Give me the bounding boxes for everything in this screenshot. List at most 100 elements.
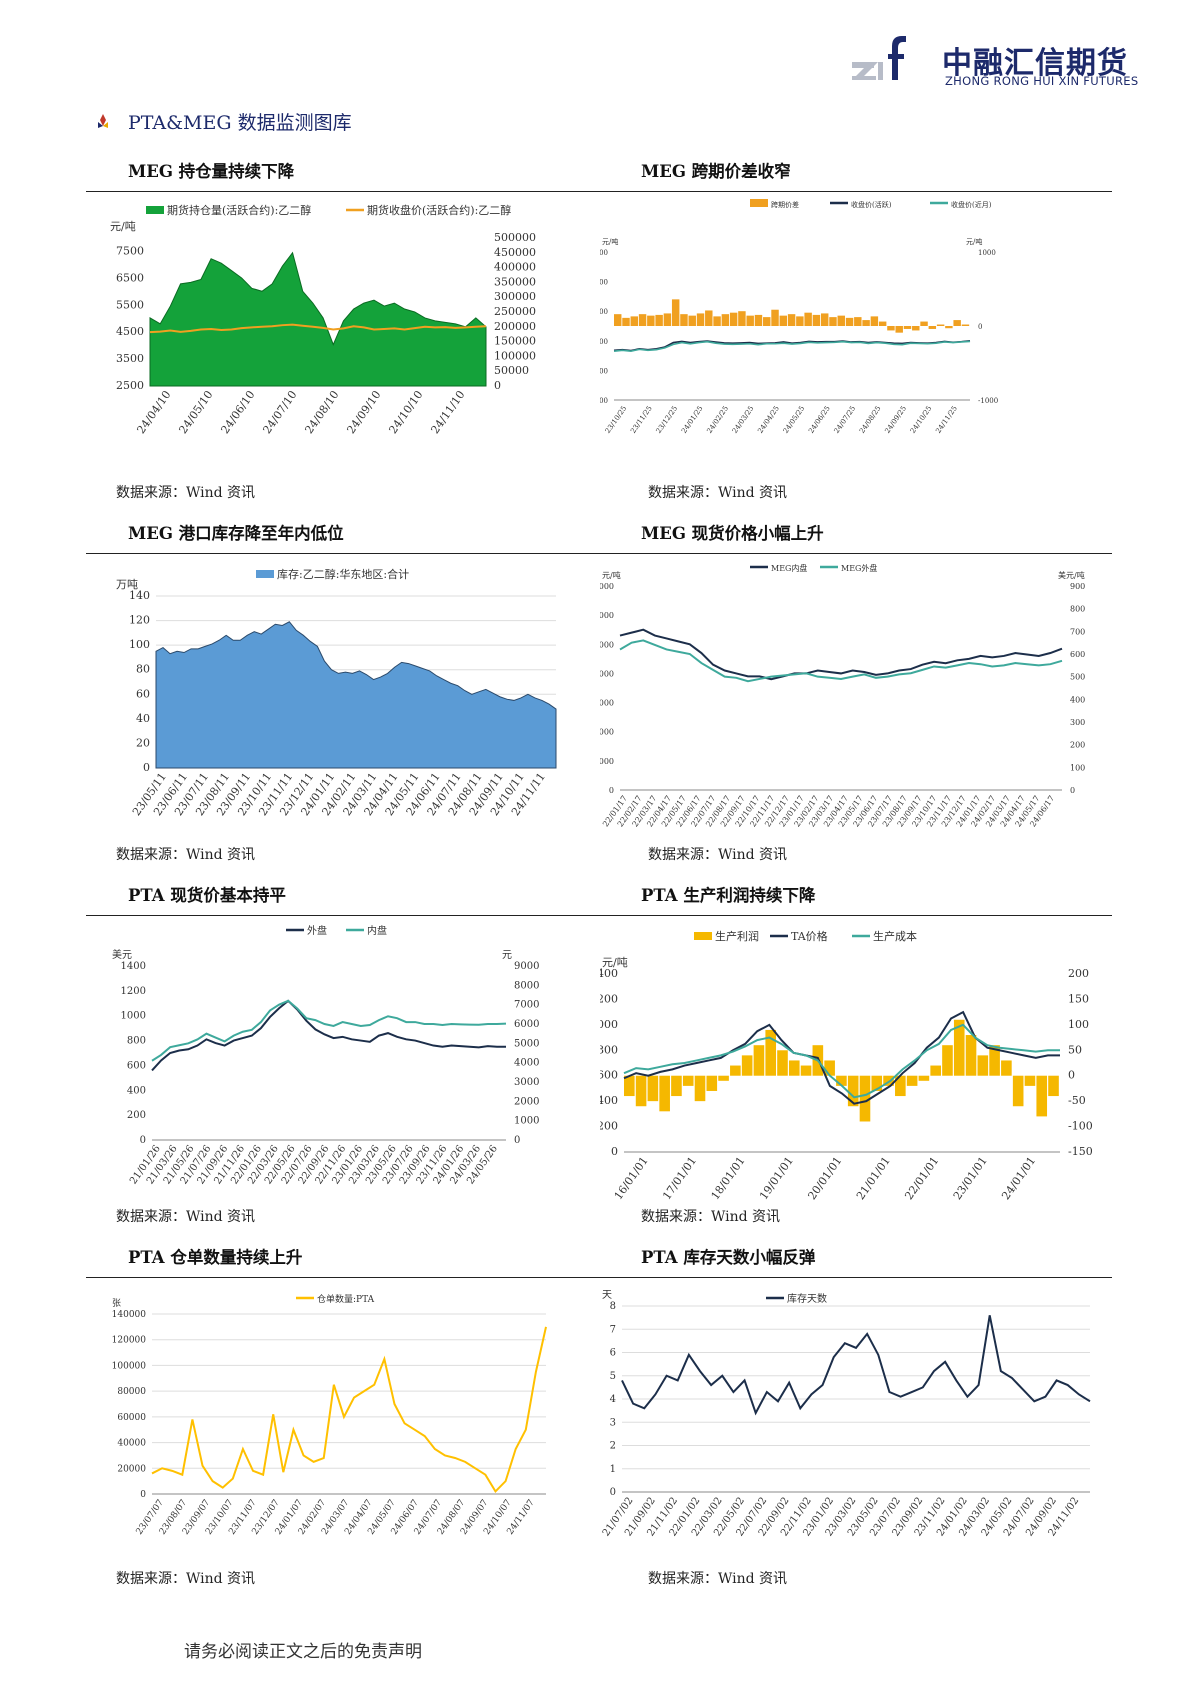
y-left-tick-label: 200: [127, 1110, 146, 1121]
series-bar: [796, 316, 804, 326]
y-left-tick-label: 600: [127, 1060, 146, 1071]
x-tick-label: 24/02/25: [705, 405, 730, 435]
series-bar: [706, 1075, 718, 1091]
series-bar: [638, 314, 647, 326]
series-bar: [836, 1075, 847, 1086]
series-bar: [912, 326, 920, 331]
source-note-2: 数据来源：Wind 资讯: [648, 485, 788, 501]
y-right-unit: 元: [502, 950, 512, 961]
y-right-tick-label: 0: [1070, 786, 1075, 795]
y-right-tick-label: 1000: [978, 249, 996, 257]
y-right-unit: 元/吨: [966, 237, 982, 246]
series-bar: [655, 314, 663, 326]
y-left-tick-label: 400: [127, 1085, 146, 1096]
series-bar: [878, 321, 887, 326]
series-bar: [738, 311, 746, 326]
source-note-6: 数据来源：Wind 资讯: [641, 1209, 781, 1225]
series-bar: [895, 1075, 906, 1097]
series-bar: [647, 1075, 659, 1102]
y-left-unit: 张: [112, 1298, 121, 1309]
chart-title-1: MEG 持仓量持续下降: [128, 162, 295, 181]
series-bar: [928, 326, 937, 329]
x-tick-label: 24/07/25: [833, 405, 858, 435]
chart-title-3: MEG 港口库存降至年内低位: [128, 524, 344, 543]
y-left-tick-label: 3: [610, 1417, 616, 1428]
y-left-unit: 天: [602, 1290, 612, 1301]
y-right-tick-label: 200: [1068, 967, 1089, 980]
y-left-tick-label: 80000: [117, 1387, 146, 1397]
x-tick-label: 24/03/25: [731, 405, 756, 435]
y-right-tick-label: 350000: [494, 275, 536, 288]
series-bar: [1048, 1075, 1059, 1097]
y-left-tick-label: 100: [129, 638, 150, 651]
series-bar: [671, 1075, 682, 1097]
y-left-tick-label: 5500: [116, 298, 144, 311]
source-note-3: 数据来源：Wind 资讯: [116, 847, 256, 863]
y-left-tick-label: 800: [127, 1036, 146, 1047]
series-bar: [953, 1019, 965, 1076]
x-tick-label: 24/06/10: [218, 388, 257, 436]
y-left-tick-label: 1000: [600, 757, 614, 766]
legend-label: 期货收盘价(活跃合约):乙二醇: [367, 203, 511, 217]
y-left-tick-label: 1200: [600, 992, 618, 1005]
chart-meg-spread: 7500 6500 5500 4500 3500 2500 1000 0 -1000 元/吨 元/吨…: [600, 199, 998, 435]
x-tick-label: 23/12/25: [655, 405, 680, 435]
y-right-tick-label: 0: [494, 379, 501, 392]
y-right-tick-label: 300000: [494, 290, 536, 303]
series-bar: [906, 1075, 918, 1086]
y-left-unit: 美元: [112, 948, 132, 961]
legend-label: 生产利润: [715, 929, 759, 943]
legend-swatch: [694, 932, 712, 940]
series-bar: [729, 312, 738, 326]
legend-label: 内盘: [367, 924, 387, 937]
series-bar: [635, 1075, 647, 1107]
y-right-tick-label: 50: [1068, 1043, 1082, 1056]
y-right-tick-label: 3000: [514, 1077, 539, 1088]
series-area-1: [155, 621, 557, 769]
series-bar: [624, 1075, 635, 1097]
legend-label: 生产成本: [873, 929, 917, 943]
y-left-tick-label: 0: [611, 1145, 618, 1158]
chart-title-4: MEG 现货价格小幅上升: [641, 524, 824, 543]
y-left-tick-label: 0: [140, 1490, 146, 1500]
series-line-2: [623, 1010, 1060, 1105]
series-bar: [862, 320, 870, 326]
x-tick-label: 24/07/10: [260, 388, 299, 436]
series-bar: [930, 1065, 941, 1076]
x-tick-label: 23/11/25: [629, 405, 654, 435]
series-bar: [713, 316, 721, 326]
series-bar: [787, 314, 796, 326]
series-line-2: [151, 999, 507, 1062]
legend-label: 外盘: [307, 924, 327, 937]
series-bar: [788, 1060, 800, 1076]
source-note-5: 数据来源：Wind 资讯: [116, 1209, 256, 1225]
divider-row-4: [86, 1277, 1112, 1278]
company-name-cn: 中融汇信期货: [942, 46, 1128, 81]
y-left-tick-label: 4: [610, 1394, 616, 1405]
series-bar: [753, 1045, 765, 1076]
chart-pta-spot-price: 1400120010008006004002000900080007000600…: [112, 924, 539, 1187]
y-left-tick-label: 40000: [117, 1439, 146, 1449]
series-area-1: [149, 251, 487, 387]
chart-meg-port-inventory: 140120100806040200万吨23/05/1123/06/1123/0…: [116, 567, 557, 818]
series-bar: [647, 315, 655, 326]
y-left-tick-label: 120000: [112, 1336, 147, 1346]
y-left-tick-label: 5000: [600, 640, 614, 649]
legend-label: 收盘价(近月): [951, 200, 992, 209]
series-bar: [696, 313, 705, 326]
series-bar: [961, 324, 970, 326]
source-note-8: 数据来源：Wind 资讯: [648, 1571, 788, 1587]
y-right-tick-label: 9000: [514, 961, 539, 972]
series-bar: [721, 314, 730, 326]
y-left-tick-label: 6: [610, 1348, 616, 1359]
section-title: PTA&MEG 数据监测图库: [128, 112, 352, 134]
x-tick-label: 24/10/25: [909, 405, 934, 435]
y-left-tick-label: 20: [136, 736, 150, 749]
series-bar: [694, 1075, 706, 1102]
chart-meg-open-interest: 7500650055004500350025005000004500004000…: [110, 203, 536, 436]
y-right-tick-label: 4000: [514, 1058, 539, 1069]
y-left-tick-label: 3500: [600, 367, 608, 375]
y-right-tick-label: 100: [1068, 1018, 1089, 1031]
series-bar: [942, 1045, 953, 1076]
y-left-tick-label: 7500: [600, 249, 608, 257]
